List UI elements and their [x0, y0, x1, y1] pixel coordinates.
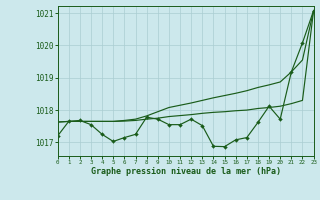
X-axis label: Graphe pression niveau de la mer (hPa): Graphe pression niveau de la mer (hPa): [91, 167, 281, 176]
